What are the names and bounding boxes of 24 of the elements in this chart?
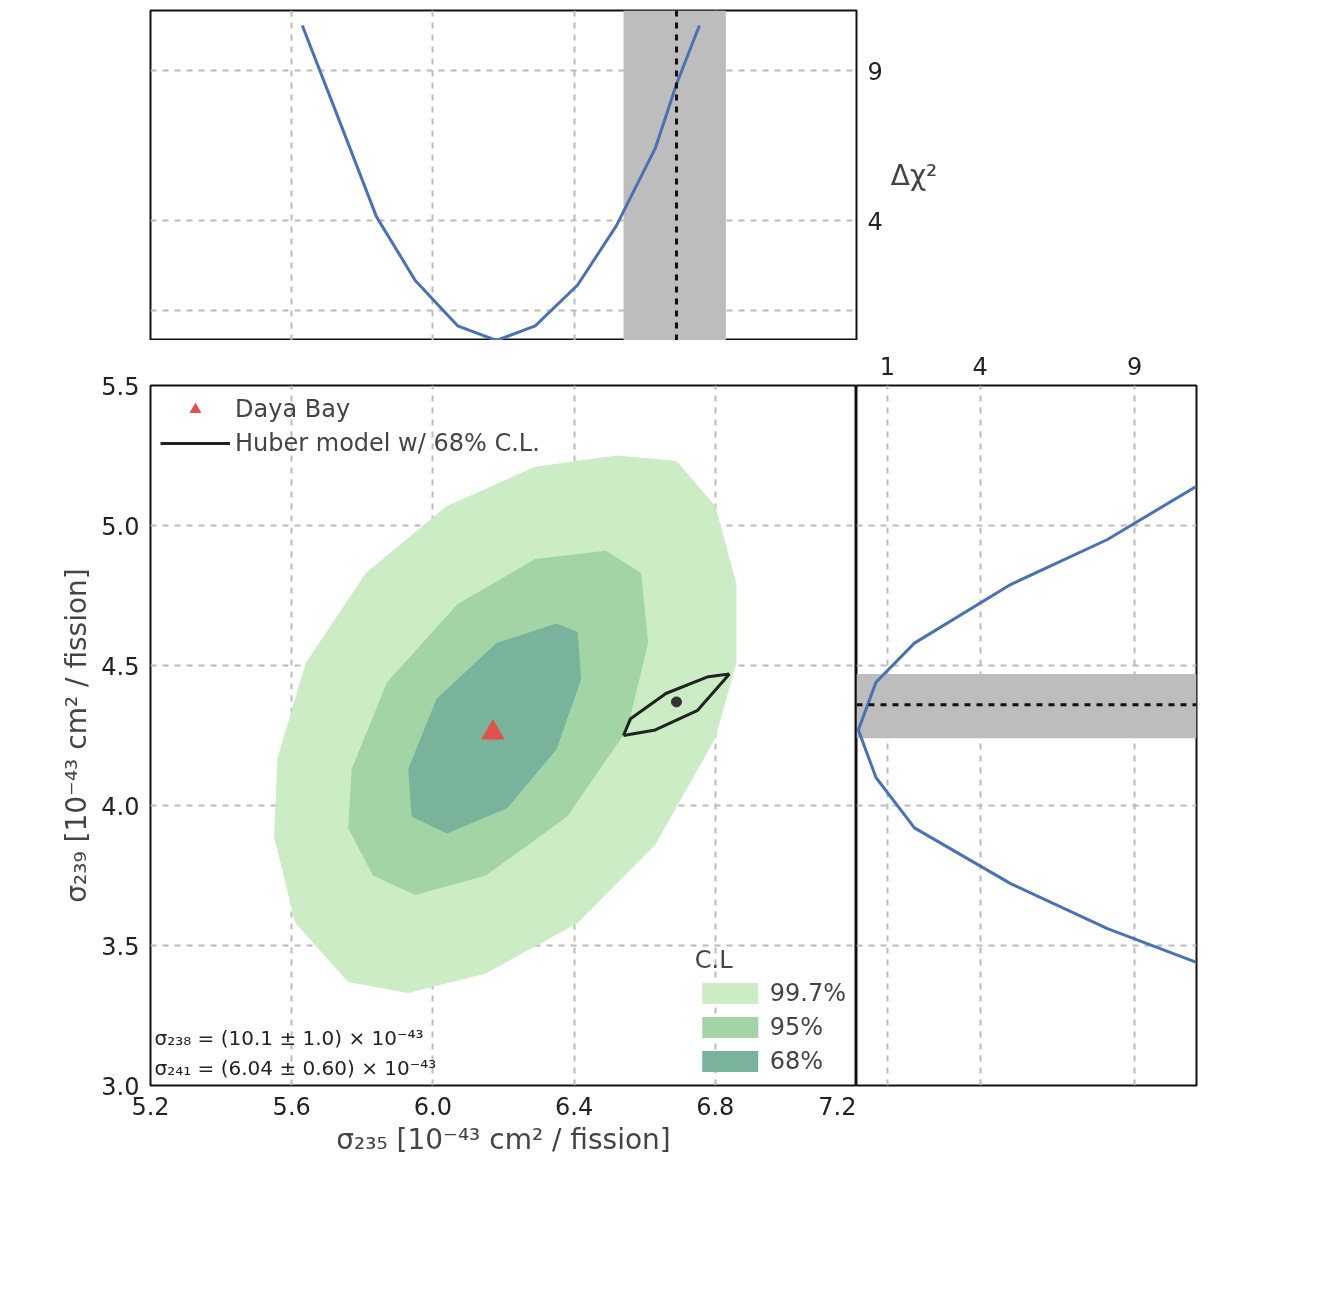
x-tick-label: 6.0	[413, 1092, 452, 1121]
legend-label: Huber model w/ 68% C.L.	[235, 429, 540, 457]
legend-label: 68%	[769, 1047, 824, 1075]
x-tick-label: 9	[1127, 352, 1143, 381]
x-tick-label: 4	[972, 352, 988, 381]
legend-label: 99.7%	[769, 979, 846, 1007]
x-tick-label: 5.6	[272, 1092, 311, 1121]
legend-title: C.L	[694, 946, 734, 974]
x-tick-label: 7.2	[818, 1092, 857, 1121]
y-tick-label: 3.5	[101, 932, 140, 961]
annotation: σ₂₄₁ = (6.04 ± 0.60) × 10⁻⁴³	[154, 1055, 437, 1080]
y-tick-label: 5.0	[101, 512, 140, 541]
y-axis-title: σ₂₃₉ [10⁻⁴³ cm² / fission]	[60, 568, 94, 903]
y-tick-label: 4.0	[101, 792, 140, 821]
x-tick-label: 1	[879, 352, 896, 381]
annotation: σ₂₃₈ = (10.1 ± 1.0) × 10⁻⁴³	[154, 1025, 424, 1050]
legend-label: 95%	[769, 1013, 824, 1041]
x-axis-title: σ₂₃₅ [10⁻⁴³ cm² / fission]	[336, 1122, 671, 1156]
y-axis-title: Δχ²	[890, 159, 938, 192]
legend-label: Daya Bay	[235, 395, 351, 423]
x-tick-label: 6.8	[696, 1092, 735, 1121]
y-tick-label: 5.5	[101, 372, 140, 401]
y-tick-label: 4.5	[101, 652, 140, 681]
x-tick-label: 6.4	[555, 1092, 594, 1121]
